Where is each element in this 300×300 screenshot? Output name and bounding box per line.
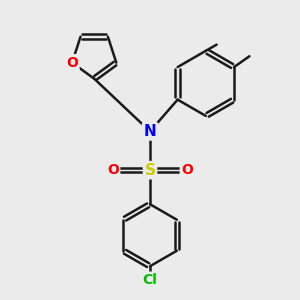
- Text: O: O: [66, 56, 78, 70]
- Text: S: S: [145, 163, 155, 178]
- Text: N: N: [144, 124, 156, 139]
- Text: O: O: [181, 163, 193, 177]
- Text: O: O: [107, 163, 119, 177]
- Text: Cl: Cl: [142, 273, 158, 287]
